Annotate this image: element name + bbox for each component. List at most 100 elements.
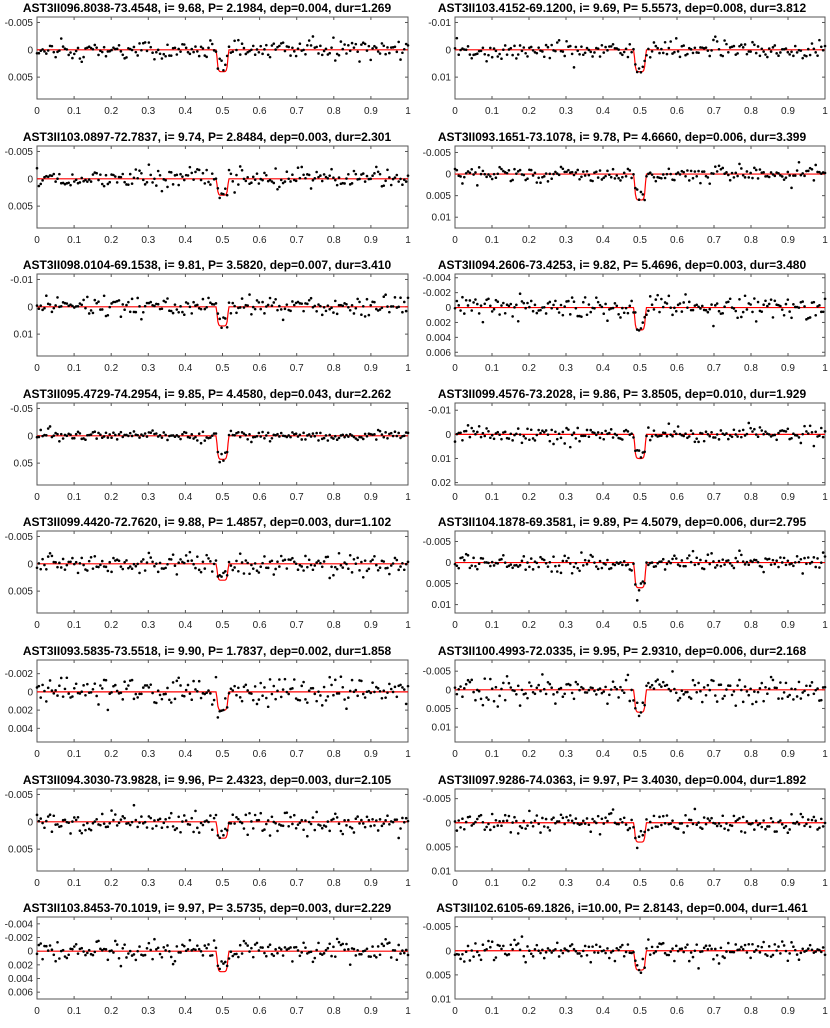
data-point	[470, 823, 474, 827]
data-point	[552, 442, 555, 446]
data-point	[528, 438, 531, 441]
data-point	[300, 302, 304, 306]
data-point	[459, 309, 462, 313]
data-point	[61, 181, 65, 184]
data-point	[373, 432, 376, 436]
data-point	[151, 691, 154, 695]
data-point	[112, 46, 115, 49]
data-point	[380, 306, 384, 310]
x-tick-label: 0.1	[67, 492, 81, 503]
data-point	[615, 173, 619, 177]
x-tick-label: 0.4	[596, 749, 610, 760]
data-point	[328, 51, 332, 55]
data-point	[455, 432, 459, 436]
data-point	[587, 688, 591, 692]
data-point	[682, 565, 685, 568]
data-point	[529, 299, 533, 303]
data-point	[382, 295, 386, 299]
data-point	[285, 303, 289, 307]
data-point	[402, 820, 406, 824]
data-point	[786, 695, 790, 699]
data-point	[654, 950, 658, 953]
data-point	[279, 555, 283, 558]
data-point	[808, 424, 812, 427]
x-tick-label: 0.1	[485, 1006, 499, 1017]
x-tick-label: 0.6	[253, 749, 267, 760]
data-point	[779, 304, 782, 308]
data-point	[643, 830, 646, 833]
data-point	[602, 176, 606, 179]
data-point	[168, 816, 171, 819]
data-point	[158, 173, 162, 177]
data-point	[661, 558, 665, 561]
data-point	[743, 563, 747, 567]
data-point	[790, 50, 793, 54]
data-point	[274, 166, 277, 170]
data-point	[209, 301, 212, 305]
data-point	[125, 559, 128, 563]
y-tick-label: 0.01	[432, 454, 452, 465]
data-point	[141, 311, 145, 314]
data-point	[795, 51, 799, 54]
data-point	[296, 47, 300, 50]
data-point	[393, 949, 397, 952]
data-point	[237, 182, 240, 186]
data-point	[758, 687, 762, 690]
data-point	[216, 450, 220, 454]
data-point	[604, 951, 607, 955]
data-point	[561, 430, 565, 434]
data-point	[518, 948, 522, 952]
data-point	[529, 45, 533, 49]
data-point	[665, 302, 669, 305]
data-point	[477, 689, 481, 693]
data-point	[741, 700, 745, 704]
data-point	[99, 49, 102, 53]
data-point	[712, 171, 715, 175]
data-point	[97, 53, 100, 57]
data-point	[313, 956, 317, 960]
data-point	[728, 684, 732, 687]
data-point	[777, 697, 780, 700]
data-point	[494, 299, 498, 302]
data-point	[652, 175, 656, 179]
data-point	[311, 815, 315, 819]
data-point	[507, 168, 511, 172]
data-point	[160, 697, 164, 701]
data-point	[209, 560, 212, 564]
x-tick-label: 0.7	[707, 1006, 721, 1017]
data-point	[500, 437, 503, 441]
data-point	[175, 173, 179, 176]
data-point	[304, 52, 307, 56]
data-point	[216, 186, 220, 190]
data-point	[658, 560, 661, 564]
data-point	[542, 559, 546, 562]
data-point	[263, 171, 266, 174]
data-point	[468, 566, 472, 570]
data-point	[315, 948, 318, 952]
data-point	[307, 299, 311, 302]
data-point	[695, 303, 699, 307]
data-point	[147, 686, 151, 689]
data-point	[782, 826, 786, 829]
data-point	[402, 568, 406, 572]
data-point	[352, 558, 356, 561]
data-point	[461, 953, 464, 956]
data-point	[127, 434, 130, 438]
data-point	[324, 433, 328, 437]
data-point	[563, 305, 566, 309]
data-point	[773, 433, 777, 437]
data-point	[225, 828, 229, 832]
x-tick-label: 0.2	[104, 1006, 118, 1017]
data-point	[682, 434, 685, 438]
data-point	[704, 309, 708, 312]
data-point	[814, 430, 817, 433]
x-tick-label: 0	[452, 235, 458, 246]
data-point	[758, 54, 762, 58]
data-point	[648, 56, 652, 59]
data-point	[315, 699, 318, 703]
data-point	[812, 444, 816, 448]
data-point	[481, 557, 485, 561]
data-point	[769, 563, 773, 567]
data-point	[505, 53, 509, 56]
data-point	[82, 684, 85, 687]
